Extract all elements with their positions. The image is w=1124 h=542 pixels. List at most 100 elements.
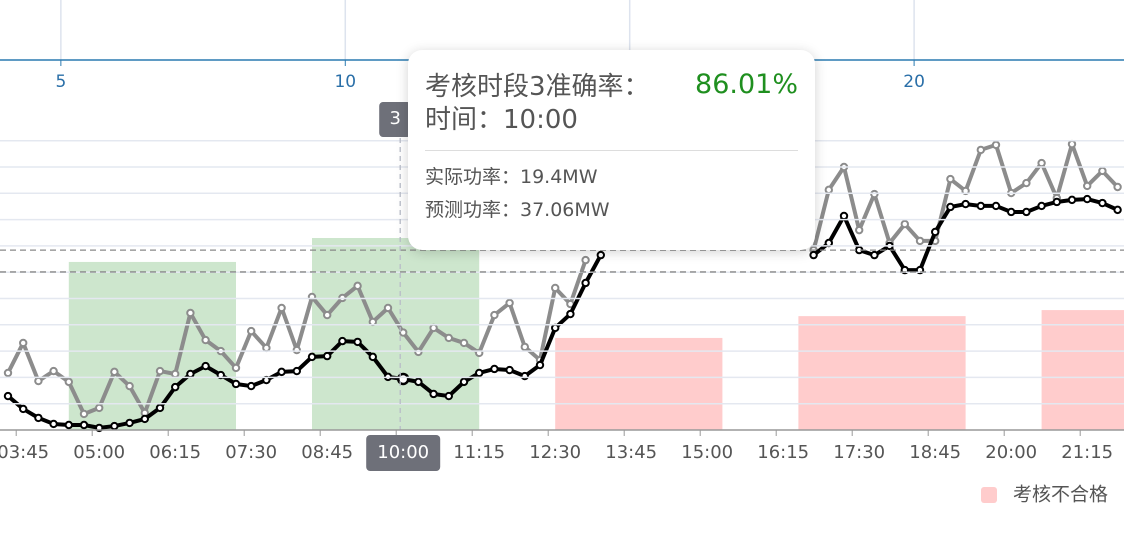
series-point [505,298,514,308]
series-point [475,368,484,378]
series-point [95,403,104,413]
series-point [399,328,408,337]
series-line [812,197,1119,273]
series-point [171,369,180,379]
x-tick-label: 18:45 [909,442,961,463]
series-point [459,338,469,348]
series-point [444,391,453,401]
x-tick-label: 12:30 [529,442,581,463]
series-point [262,343,271,353]
series-point [1113,205,1122,215]
series-point [946,202,955,212]
series-point [155,403,165,413]
series-point [520,371,529,381]
legend-swatch [981,487,997,503]
tooltip-row: 预测功率：37.06MW [425,199,610,221]
x-tick-label: 15:00 [681,442,733,463]
series-point [551,283,560,293]
series-point [870,250,879,260]
series-line [6,254,603,430]
band [555,337,723,430]
series-point [1022,207,1031,217]
series-point [353,281,362,291]
series-point [19,404,28,414]
series-point [915,236,925,246]
tooltip-time: 时间：10:00 [425,105,578,135]
series-point [1067,195,1077,205]
tooltip-divider [425,150,798,151]
top-tick-label: 10 [334,72,356,92]
tooltip-accuracy: 86.01% [695,68,798,100]
x-tick-label: 06:15 [149,442,201,463]
series-point [383,303,393,313]
series-point [110,367,119,377]
series-point [961,199,970,209]
series-point [3,368,13,378]
series-point [1007,207,1016,217]
series-point [566,309,575,319]
series-point [505,365,514,375]
series-point [459,377,469,387]
series-point [34,413,43,423]
x-tick-label: 03:45 [0,442,49,463]
tooltip-title: 考核时段3准确率： [425,71,650,102]
legend-label: 考核不合格 [1013,484,1108,506]
x-tick-label: 10:00 [377,442,429,463]
x-tick-label: 21:15 [1061,442,1113,463]
series-point [1113,182,1122,192]
series-point [19,338,28,348]
series-point [1098,166,1107,176]
x-pointer-box [366,435,441,471]
x-tick-label: 16:15 [757,442,809,463]
series-point [125,381,134,391]
series-point [155,366,165,376]
series-point [976,201,985,211]
series-point [323,310,332,320]
series-point [414,347,423,357]
series-point [1037,201,1046,211]
series-point [429,323,438,333]
series-point [49,366,58,376]
tooltip-row: 实际功率：19.4MW [425,166,598,188]
series-point [125,418,134,428]
x-tick-label: 13:45 [605,442,657,463]
series-point [307,352,317,362]
top-tick-label: 5 [55,72,66,92]
series-point [3,391,13,401]
series-point [581,278,590,288]
series-point [900,219,909,229]
x-tick-label: 07:30 [225,442,277,463]
series-point [1083,181,1092,191]
top-pointer-box [379,102,412,137]
series-point [323,351,332,361]
series-point [490,364,499,374]
series-point [991,201,1001,211]
series-point [520,342,529,352]
band [1041,310,1124,430]
series-point [201,361,210,371]
series-point [64,420,74,430]
series-point [79,409,89,419]
series-point [870,189,879,199]
series-point [535,360,545,370]
series-point [338,336,347,346]
series-point [1052,197,1062,207]
tooltip-header: 考核时段3准确率： 86.01% [425,66,798,102]
band [798,316,966,430]
series-point [946,174,955,184]
series-point [64,377,74,387]
series-point [247,381,256,391]
series-point [581,255,590,265]
series-point [976,145,985,155]
series-point [490,310,499,320]
series-point [34,376,43,386]
series-point [1083,194,1092,204]
series-point [1098,198,1107,208]
series-point [824,185,833,195]
top-pointer-label: 3 [389,108,400,129]
x-tick-label: 11:15 [453,442,505,463]
tooltip: 考核时段3准确率： 86.01% 时间：10:00 实际功率：19.4MW 预测… [408,50,815,250]
series-point [292,345,301,355]
